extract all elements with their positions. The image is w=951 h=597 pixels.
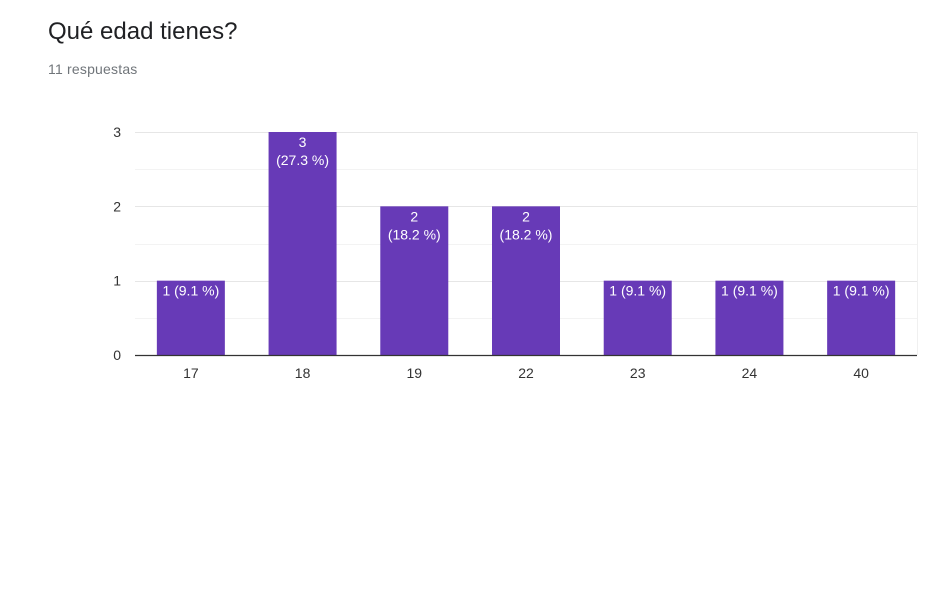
x-tick-label: 17 [183, 365, 199, 381]
x-tick-label: 22 [518, 365, 534, 381]
data-label: (18.2 %) [500, 226, 553, 242]
bar-22 [492, 206, 560, 355]
x-tick-label: 24 [742, 365, 758, 381]
data-label: 3 [299, 134, 307, 150]
data-label: 1 (9.1 %) [721, 283, 778, 299]
data-label: 2 [410, 208, 418, 224]
response-count: 11 respuestas [48, 61, 138, 77]
y-tick-label: 1 [113, 273, 121, 289]
data-label: 2 [522, 208, 530, 224]
data-label: 1 (9.1 %) [162, 283, 219, 299]
bar-23 [603, 280, 672, 355]
data-label: (18.2 %) [388, 226, 441, 242]
x-tick-label: 18 [295, 365, 311, 381]
question-title: Qué edad tienes? [48, 18, 238, 45]
x-tick-label: 23 [630, 365, 646, 381]
y-tick-label: 3 [113, 124, 121, 140]
bar-40 [827, 280, 896, 355]
bar-24 [715, 280, 784, 355]
data-label: 1 (9.1 %) [609, 283, 666, 299]
bar-18 [268, 132, 337, 355]
data-label: 1 (9.1 %) [833, 283, 890, 299]
bar-17 [156, 280, 225, 355]
x-tick-label: 19 [406, 365, 422, 381]
bar-19 [380, 206, 449, 355]
y-tick-label: 2 [113, 198, 121, 214]
y-tick-label: 0 [113, 347, 121, 363]
x-tick-label: 40 [853, 365, 869, 381]
data-label: (27.3 %) [276, 152, 329, 168]
